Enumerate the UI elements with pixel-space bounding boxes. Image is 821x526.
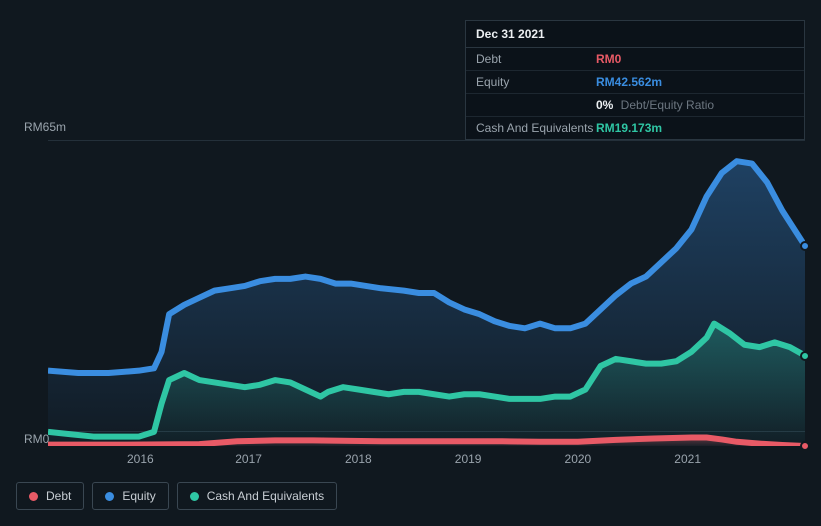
x-axis-tick: 2018 [345, 452, 372, 466]
tooltip-ratio: 0% Debt/Equity Ratio [596, 98, 714, 112]
chart-svg [48, 140, 805, 446]
legend-item-cash[interactable]: Cash And Equivalents [177, 482, 337, 510]
x-axis-tick: 2021 [674, 452, 701, 466]
tooltip-row-label [476, 98, 596, 112]
tooltip-row-label: Debt [476, 52, 596, 66]
cash-endpoint-marker [800, 351, 810, 361]
x-axis-tick: 2017 [235, 452, 262, 466]
debt-endpoint-marker [800, 441, 810, 451]
legend-item-debt[interactable]: Debt [16, 482, 84, 510]
tooltip-row: Cash And EquivalentsRM19.173m [466, 117, 804, 139]
x-axis-tick: 2020 [565, 452, 592, 466]
legend: Debt Equity Cash And Equivalents [16, 482, 337, 510]
tooltip-row-value: RM0 [596, 52, 621, 66]
x-axis-tick: 2016 [127, 452, 154, 466]
equity-endpoint-marker [800, 241, 810, 251]
legend-label: Cash And Equivalents [207, 489, 324, 503]
y-axis-min-label: RM0 [24, 432, 49, 446]
tooltip-row-value: RM19.173m [596, 121, 662, 135]
equity-color-dot [105, 492, 114, 501]
tooltip-row: 0% Debt/Equity Ratio [466, 94, 804, 117]
tooltip-row-label: Cash And Equivalents [476, 121, 596, 135]
x-axis-tick: 2019 [455, 452, 482, 466]
legend-item-equity[interactable]: Equity [92, 482, 168, 510]
legend-label: Equity [122, 489, 155, 503]
tooltip-row: EquityRM42.562m [466, 71, 804, 94]
debt-color-dot [29, 492, 38, 501]
tooltip-row-label: Equity [476, 75, 596, 89]
tooltip-row-value: RM42.562m [596, 75, 662, 89]
chart-area: RM65m RM0 2016 2017 2018 2019 2020 2021 [16, 120, 805, 466]
data-tooltip: Dec 31 2021 DebtRM0EquityRM42.562m0% Deb… [465, 20, 805, 140]
y-axis-max-label: RM65m [24, 120, 66, 134]
tooltip-date: Dec 31 2021 [466, 21, 804, 48]
cash-color-dot [190, 492, 199, 501]
plot-region[interactable] [48, 140, 805, 446]
tooltip-row: DebtRM0 [466, 48, 804, 71]
legend-label: Debt [46, 489, 71, 503]
